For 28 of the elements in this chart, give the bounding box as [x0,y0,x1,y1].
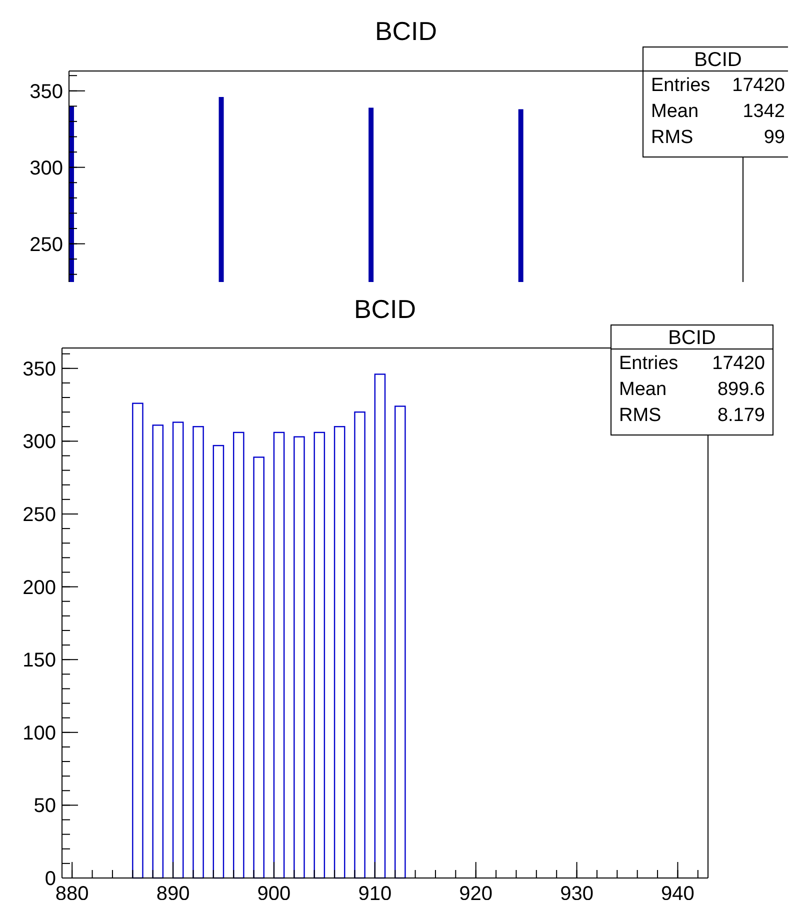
y-tick-label: 50 [34,795,56,818]
y-tick-label: 300 [30,157,63,180]
y-tick-label: 100 [22,722,56,744]
x-tick-label: 890 [156,883,190,905]
x-tick-label: 920 [459,883,493,905]
text: RMS 8.179 [619,405,765,426]
text: Entries 17420 [619,353,765,374]
text: Mean 899.6 [619,379,765,400]
annotation: Entries 17420 [651,75,785,96]
y-tick-label: 350 [30,80,63,103]
y-tick-label: 250 [30,234,63,256]
chart-title: BCID [354,294,416,324]
annotation: BCID [694,49,742,71]
x-tick-label: 940 [661,883,694,905]
text: RMS 99 [651,127,785,148]
y-tick-label: 0 [44,868,56,890]
x-tick-label: 900 [257,883,291,905]
x-tick-label: 910 [358,883,392,905]
y-tick-label: 300 [22,431,56,454]
y-tick-label: 250 [22,504,56,526]
y-tick-label: 150 [22,650,56,672]
text: Mean 1342 [651,101,785,122]
x-tick-label: 930 [560,883,594,905]
chart-title: BCID [374,16,438,46]
annotation: BCID [668,327,716,349]
x-tick-label: 880 [55,883,89,905]
y-tick-label: 350 [22,358,56,380]
y-tick-label: 200 [22,576,56,599]
